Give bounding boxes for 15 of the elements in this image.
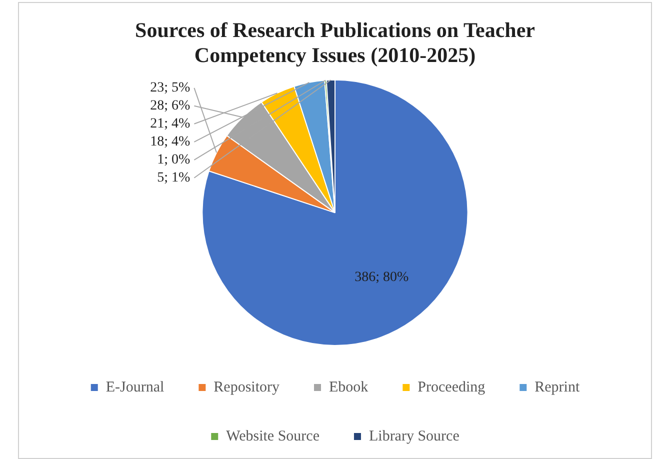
data-label: 1; 0% — [157, 152, 191, 168]
legend-label: E-Journal — [106, 379, 164, 396]
legend-label: Proceeding — [418, 379, 486, 396]
data-label: 28; 6% — [150, 98, 191, 114]
data-label: 21; 4% — [150, 116, 191, 132]
data-label: 23; 5% — [150, 80, 191, 96]
legend-label: Repository — [214, 379, 280, 396]
legend-label: Library Source — [368, 428, 460, 444]
data-label: 386; 80% — [354, 270, 410, 285]
data-label: 18; 4% — [150, 134, 191, 150]
chart-title: Sources of Research Publications on Teacher Competency Issues (2010-2025) — [135, 18, 535, 68]
legend-label: Ebook — [329, 379, 369, 396]
legend-label: Reprint — [534, 379, 580, 396]
data-label: 5; 1% — [157, 170, 191, 186]
legend-label: Website Source — [226, 428, 320, 444]
